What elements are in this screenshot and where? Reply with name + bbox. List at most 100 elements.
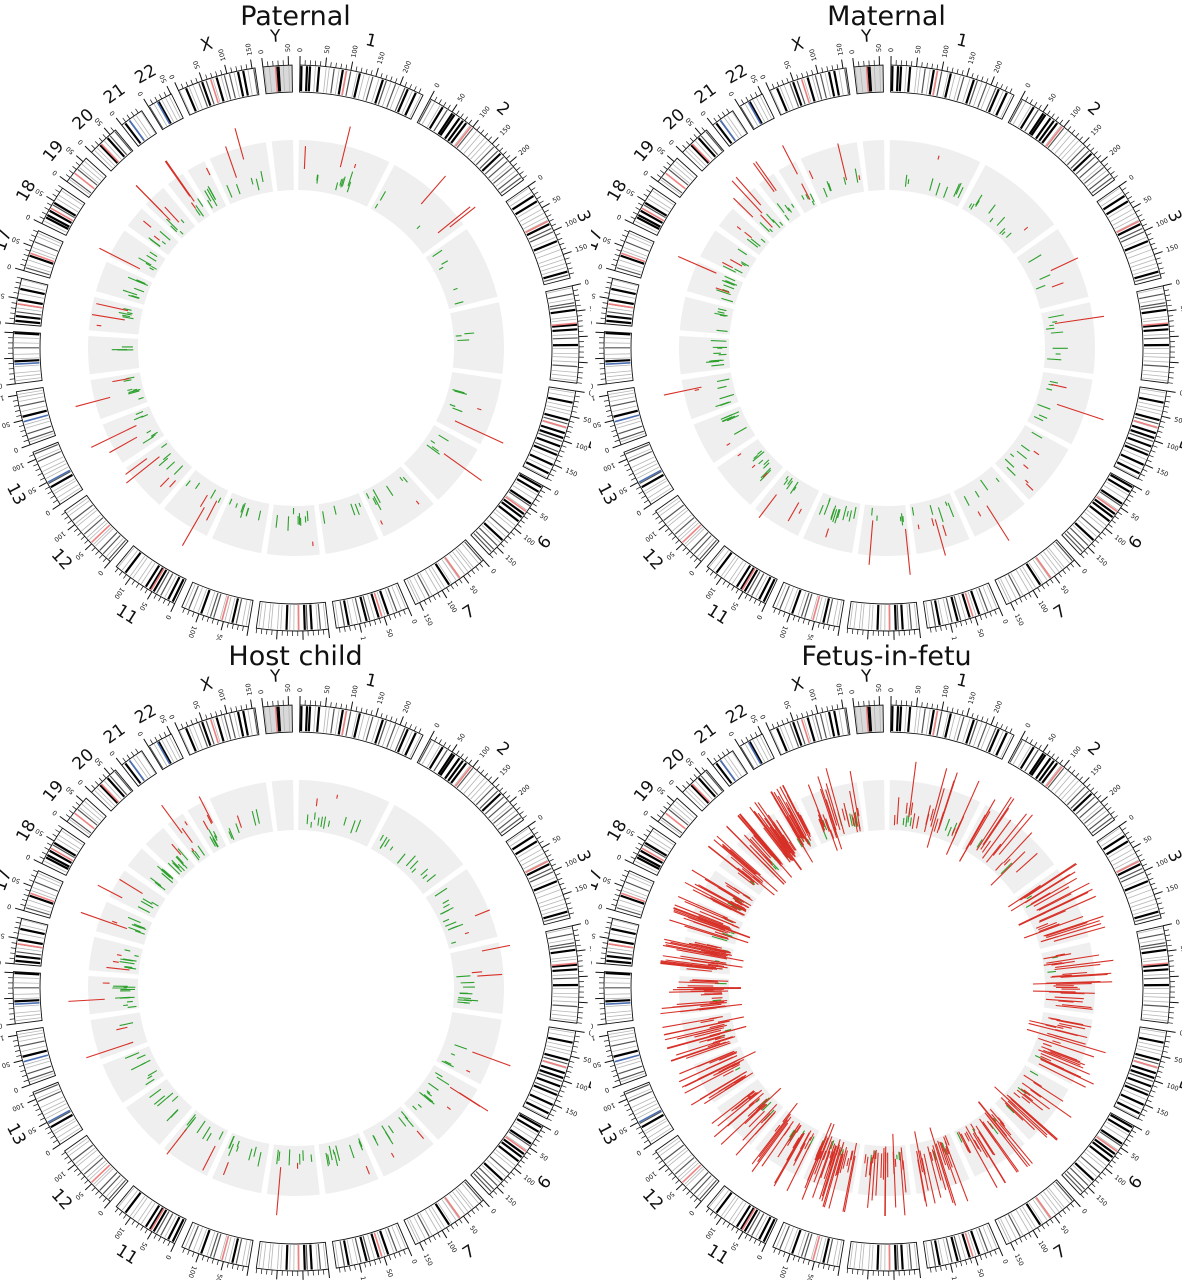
scale-tick: [510, 1171, 515, 1176]
gain-bar: [660, 962, 717, 970]
scale-tick: [737, 1231, 744, 1240]
scale-tick: [529, 1147, 538, 1154]
cytoband: [17, 938, 43, 946]
scale-tick: [369, 621, 372, 627]
scale-tick: [1146, 233, 1152, 236]
scale-tick: [456, 750, 460, 755]
cytoband: [1084, 511, 1105, 529]
cytoband: [534, 441, 559, 453]
cytoband: [235, 1239, 243, 1264]
loss-bar: [133, 415, 144, 421]
scale-tick: [154, 96, 158, 102]
cytoband: [628, 450, 652, 463]
scale-tick: [1113, 815, 1118, 819]
scale-tick: [510, 531, 515, 536]
scale-tick: [773, 1248, 776, 1253]
loss-bar: [379, 836, 388, 849]
tick-label: 0: [699, 749, 708, 757]
cytoband: [353, 713, 361, 738]
scale-tick: [1067, 766, 1072, 771]
gain-bar: [840, 1142, 845, 1152]
tick-label: 50: [1129, 512, 1140, 523]
gain-bar: [679, 1005, 727, 1013]
cytoband: [975, 1228, 986, 1253]
scale-tick: [1098, 1175, 1103, 1180]
cytoband: [958, 1234, 966, 1259]
cytoband: [27, 425, 52, 435]
scale-tick: [5, 962, 15, 965]
cytoband: [685, 150, 704, 169]
scale-tick: [635, 207, 641, 211]
scale-tick: [532, 503, 537, 507]
cytoband: [510, 832, 532, 847]
cytoband: [548, 293, 573, 300]
chromosome-ideogram-chr19: [66, 157, 107, 199]
scale-tick: [796, 714, 799, 720]
scale-tick: [567, 267, 573, 270]
loss-bar: [428, 1082, 439, 1091]
cytoband: [1118, 1098, 1142, 1110]
tick-label: 0: [597, 262, 603, 271]
chromosome-ideogram-chr15: [603, 971, 634, 1025]
scale-tick: [523, 1155, 528, 1160]
scale-tick: [1155, 257, 1161, 260]
cytoband: [715, 1192, 733, 1214]
cytoband: [15, 370, 41, 374]
centromere-band: [747, 741, 762, 765]
scale-tick: [757, 725, 763, 735]
cytoband: [844, 709, 850, 734]
loss-bar: [161, 443, 168, 449]
loss-bar: [438, 266, 444, 270]
scale-tick: [734, 738, 740, 747]
cytoband: [43, 463, 67, 476]
cytoband: [21, 1045, 46, 1053]
cytoband: [201, 721, 212, 747]
cytoband: [171, 578, 185, 603]
cytoband: [129, 1195, 146, 1217]
gain-bar: [882, 1147, 885, 1180]
tick-label: 200: [1108, 143, 1123, 157]
cytoband: [783, 85, 794, 109]
gain-bar: [1047, 1032, 1086, 1045]
cytoband: [144, 1204, 161, 1228]
scale-tick: [479, 1203, 484, 1208]
scale-tick: [59, 175, 68, 183]
cytoband: [401, 90, 413, 115]
loss-bar: [1001, 231, 1006, 236]
gain-bar: [762, 472, 768, 478]
scale-tick: [561, 247, 567, 251]
cytoband: [29, 1073, 54, 1083]
cytoband: [1140, 388, 1166, 394]
scale-tick: [1110, 171, 1115, 175]
chromosome-label-chr6: 6: [534, 532, 556, 553]
cytoband: [532, 236, 556, 248]
cytoband: [625, 241, 650, 252]
cytoband: [826, 1239, 834, 1264]
scale-tick: [656, 814, 662, 818]
cytoband: [695, 780, 713, 800]
gain-bar: [994, 1086, 1048, 1136]
cytoband: [539, 429, 564, 440]
scale-tick: [327, 1269, 330, 1279]
cytoband: [639, 1110, 662, 1125]
scale-tick: [39, 1117, 45, 1121]
centromere-band: [932, 70, 939, 96]
scale-tick: [1148, 454, 1154, 458]
scale-tick: [603, 399, 609, 402]
cytoband: [450, 762, 468, 784]
track-sector-chr9: [266, 504, 320, 557]
cytoband: [687, 787, 707, 807]
cytoband: [819, 597, 827, 623]
chromosome-label-chrY: Y: [269, 26, 282, 47]
loss-bar: [757, 450, 763, 455]
cytoband: [868, 66, 873, 92]
gain-bar: [843, 1155, 856, 1213]
tick-label: 0: [616, 212, 623, 221]
cytoband: [611, 927, 636, 936]
cytoband: [160, 573, 174, 596]
gain-bar: [713, 1036, 733, 1044]
loss-bar: [350, 503, 356, 516]
gain-bar: [1032, 981, 1113, 985]
scale-tick: [1107, 807, 1112, 811]
scale-tick: [434, 96, 438, 102]
